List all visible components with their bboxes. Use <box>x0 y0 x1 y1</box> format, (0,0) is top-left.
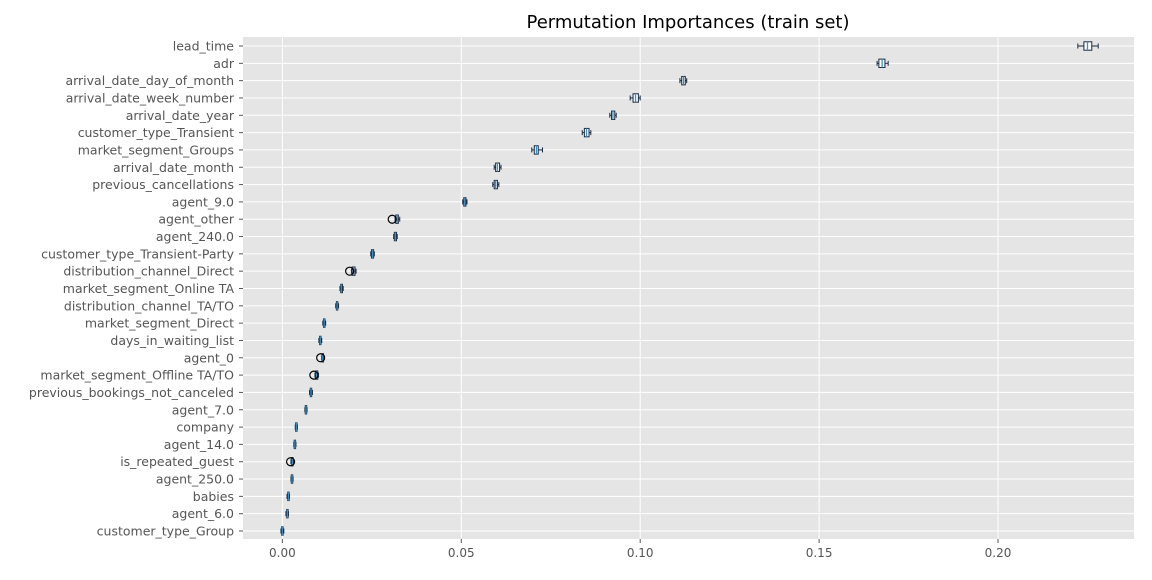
y-tick-label: agent_6.0 <box>172 506 234 521</box>
y-tick-label: company <box>176 420 234 435</box>
y-tick-label: market_segment_Groups <box>78 142 234 157</box>
box-10 <box>387 214 401 224</box>
y-tick-label: market_segment_Online TA <box>63 281 235 296</box>
box-26 <box>286 491 291 502</box>
box-20 <box>309 387 313 398</box>
box-23 <box>293 439 297 450</box>
x-tick-labels: 0.00 0.05 0.10 0.15 0.20 <box>269 539 1011 560</box>
grid-layer <box>243 37 1134 539</box>
y-tick-label: lead_time <box>173 39 235 54</box>
x-tick-label: 0.10 <box>627 546 654 560</box>
box-2 <box>679 75 688 86</box>
x-tick-label: 0.15 <box>806 546 833 560</box>
box-14 <box>339 283 344 294</box>
y-tick-label: agent_7.0 <box>172 402 234 417</box>
box-4 <box>609 110 617 120</box>
box-13 <box>345 266 357 276</box>
flier-point <box>345 266 355 276</box>
box-24 <box>285 457 296 467</box>
y-tick-label: agent_0 <box>184 350 234 365</box>
flier-point <box>285 457 296 467</box>
box-12 <box>370 249 375 259</box>
x-tick-label: 0.00 <box>269 546 296 560</box>
box-6 <box>531 145 544 155</box>
box-27 <box>285 508 289 519</box>
chart-title: Permutation Importances (train set) <box>526 12 849 33</box>
y-tick-label: market_segment_Offline TA/TO <box>40 368 234 383</box>
box-1 <box>876 58 889 69</box>
y-tick-label: adr <box>213 56 235 71</box>
y-tick-label: arrival_date_day_of_month <box>65 73 234 88</box>
y-tick-label: distribution_channel_TA/TO <box>64 298 234 313</box>
box-19 <box>309 370 320 380</box>
box-layer <box>280 41 1099 536</box>
y-tick-label: arrival_date_month <box>113 160 234 175</box>
y-tick-label: customer_type_Transient-Party <box>41 246 234 261</box>
y-tick-label: distribution_channel_Direct <box>63 264 234 279</box>
y-tick-label: arrival_date_year <box>126 108 235 123</box>
box-17 <box>318 335 323 346</box>
y-tick-label: previous_bookings_not_canceled <box>29 385 234 400</box>
box-22 <box>294 422 298 432</box>
box-18 <box>316 353 326 363</box>
y-tick-label: agent_14.0 <box>164 437 234 452</box>
box-9 <box>462 197 468 207</box>
x-tick-label: 0.05 <box>448 546 475 560</box>
y-tick-label: market_segment_Direct <box>85 316 234 331</box>
box-21 <box>304 405 308 415</box>
y-tick-label: days_in_waiting_list <box>110 333 234 348</box>
box-0 <box>1077 41 1099 51</box>
y-tick-label: agent_240.0 <box>156 229 234 244</box>
box-16 <box>322 318 327 328</box>
y-tick-label: customer_type_Group <box>97 524 234 539</box>
flier-point <box>309 370 319 380</box>
y-tick-label: customer_type_Transient <box>78 125 234 140</box>
y-tick-label: arrival_date_week_number <box>66 90 235 105</box>
flier-point <box>387 214 397 224</box>
box-28 <box>280 526 285 536</box>
y-tick-label: agent_9.0 <box>172 194 234 209</box>
box-3 <box>629 93 641 103</box>
x-tick-label: 0.20 <box>985 546 1012 560</box>
box-5 <box>581 127 592 138</box>
box-8 <box>492 179 500 190</box>
y-tick-label: is_repeated_guest <box>120 454 234 469</box>
y-tick-label: babies <box>193 489 234 504</box>
y-tick-label: previous_cancellations <box>92 177 234 192</box>
y-tick-label: agent_250.0 <box>156 472 234 487</box>
y-tick-label: agent_other <box>158 212 235 227</box>
box-15 <box>335 301 340 311</box>
flier-point <box>316 353 326 363</box>
box-25 <box>290 474 294 484</box>
box-11 <box>393 231 398 242</box>
box-7 <box>493 162 502 172</box>
